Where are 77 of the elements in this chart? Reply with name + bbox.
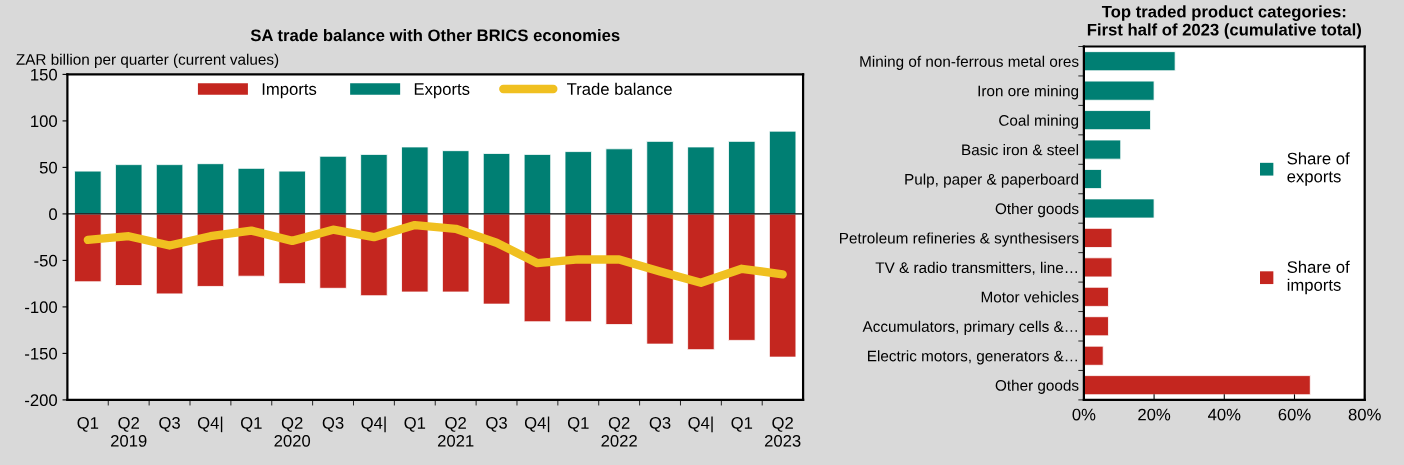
bar [768,213,797,358]
x-tick-label: Q1 [77,417,99,432]
legend-label: Trade balance [567,82,672,95]
x-tick-label: Q2 2022 [601,417,637,447]
bar [237,167,266,215]
bar [319,155,347,215]
y-tick-label: Mining of non-ferrous metal ores [860,55,1079,70]
bar [605,213,633,325]
x-tick-label: Q1 [731,417,753,432]
y-tick-label: Coal mining [999,114,1079,129]
y-tick-label: 0 [49,208,58,221]
x-tick-label: Q2 2020 [274,417,311,447]
bar [196,163,225,215]
bar [564,213,592,323]
bar [564,151,592,215]
legend-label: Share of imports [1287,260,1350,295]
y-tick-label: -50 [34,254,58,267]
bar [605,148,633,215]
y-tick-label: TV & radio transmitters, line… [875,261,1077,275]
legend-label: Imports [262,83,317,99]
bar [155,164,184,215]
bar [646,213,674,345]
x-tick-label: Q4| [524,416,550,433]
x-tick-label: Q1 [404,417,426,432]
x-tick-label: Q1 [240,417,262,432]
y-tick-label: Iron ore mining [978,85,1079,100]
y-tick-label: 100 [31,115,58,128]
y-tick-label: -100 [25,301,58,314]
bar [728,213,756,341]
x-tick-label: Q3 [159,417,180,432]
bar [687,146,715,215]
bar [115,164,143,215]
y-tick-label: Pulp, paper & paperboard [905,173,1079,188]
x-tick-label: Q2 2019 [111,417,147,447]
bar [482,153,511,215]
x-tick-label: 80% [1348,408,1381,421]
bar [646,140,674,215]
bar [360,153,388,215]
x-tick-label: Q1 [567,417,589,432]
y-tick-label: 50 [39,161,58,174]
y-tick-label: Electric motors, generators &… [868,350,1077,365]
legend-label: Share of exports [1287,152,1350,186]
y-tick-label: Motor vehicles [981,291,1079,303]
x-tick-label: 60% [1278,408,1311,421]
y-tick-label: Accumulators, primary cells &… [862,320,1077,335]
x-tick-label: 0% [1072,408,1096,421]
x-tick-label: 40% [1207,408,1241,421]
y-tick-label: Basic iron & steel [962,144,1079,156]
bar [687,213,715,351]
x-tick-label: Q3 [649,417,671,432]
bar [523,153,552,215]
chart-title: SA trade balance with Other BRICS economies [250,28,620,42]
x-tick-label: Q4| [688,416,713,433]
x-tick-label: Q3 [322,417,344,432]
bar [523,213,552,323]
bar [401,146,429,215]
bar [728,140,756,215]
legend-label: Exports [414,83,470,99]
x-tick-label: Q2 2023 [764,417,801,447]
bar [74,170,102,215]
y-tick-label: 150 [31,68,58,81]
bar [278,170,306,215]
x-tick-label: Q4| [361,416,386,433]
x-tick-label: Q4| [197,416,223,433]
chart-title: Top traded product categories: First half of 2023 (cumulative total) [1087,5,1361,39]
y-tick-label: -200 [25,394,58,407]
y-tick-label: Other goods [995,202,1079,218]
x-tick-label: Q3 [486,417,507,432]
bar [74,213,102,283]
y-tick-label: Other goods [995,379,1079,394]
x-tick-label: Q2 2021 [437,417,474,447]
y-tick-label: -150 [25,347,58,360]
x-tick-label: 20% [1138,408,1171,421]
y-axis-title: ZAR billion per quarter (current values) [16,53,279,68]
y-tick-label: Petroleum refineries & synthesisers [840,232,1079,247]
bar [768,130,797,215]
bar [441,150,470,215]
